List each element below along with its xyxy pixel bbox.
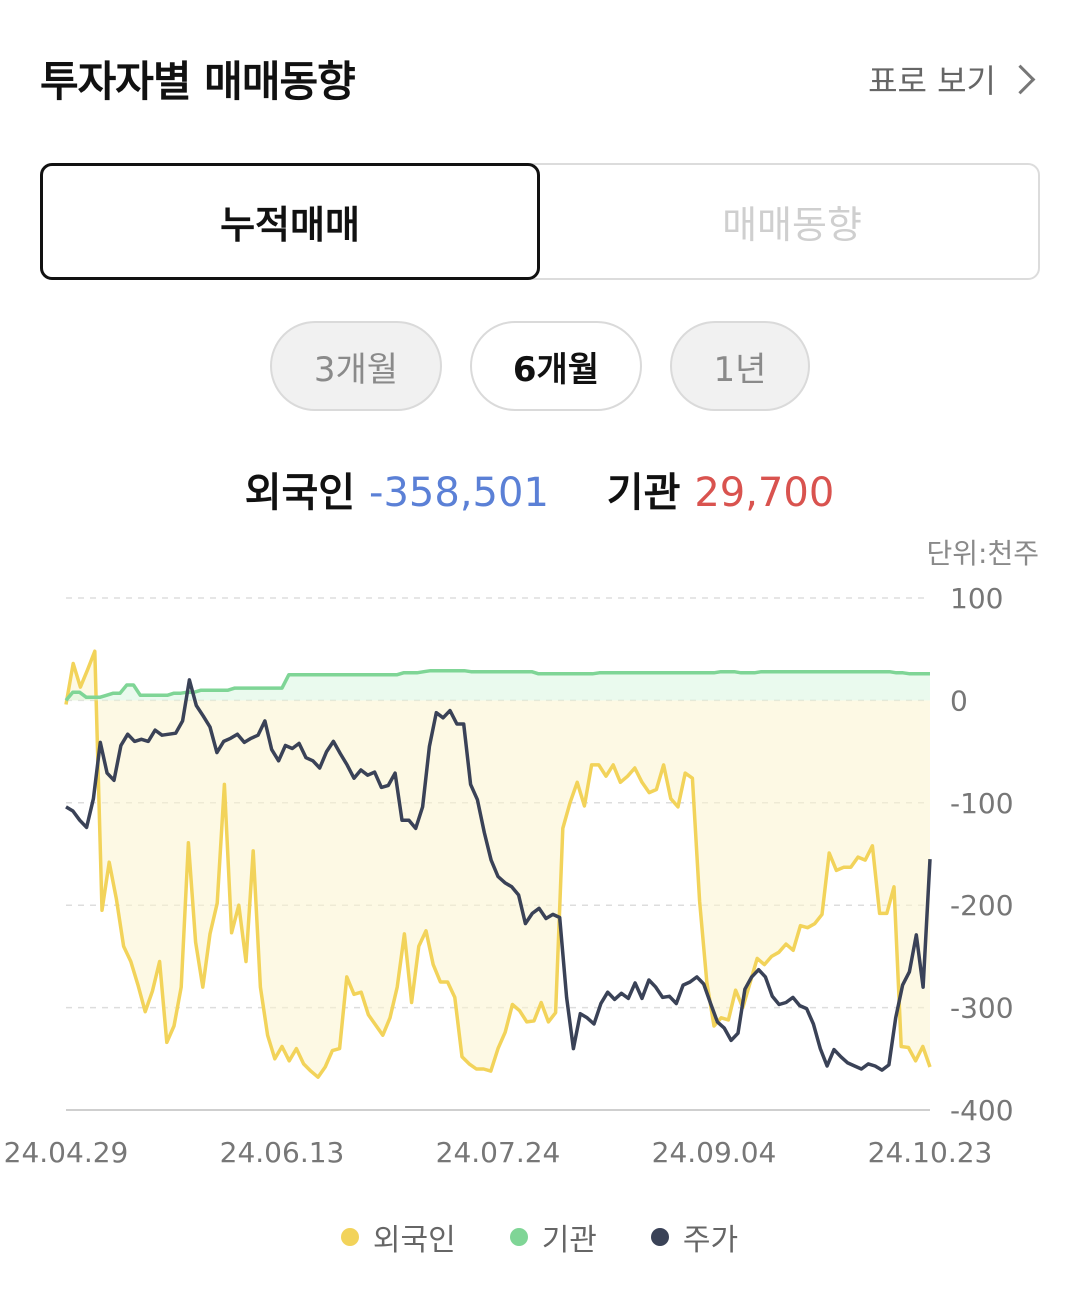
chart-legend: 외국인 기관 주가 (0, 1215, 1079, 1259)
y-tick-label: -300 (950, 992, 1014, 1025)
net-summary: 외국인 -358,501 기관 29,700 (0, 460, 1079, 518)
period-6m-button[interactable]: 6개월 (470, 321, 642, 411)
x-tick-label: 24.06.13 (220, 1136, 345, 1169)
legend-institution: 기관 (509, 1215, 597, 1259)
unit-label: 단위:천주 (926, 537, 1039, 570)
legend-institution-swatch (509, 1228, 528, 1246)
institution-label: 기관 (606, 470, 681, 516)
y-tick-label: 100 (950, 582, 1003, 615)
series-price-line (65, 678, 932, 1072)
header: 투자자별 매매동향 표로 보기 (40, 48, 1039, 108)
investor-trend-chart: 100 0 -100 -200 -300 -400 24.04.29 24.06.13 24.0… (4, 582, 1014, 1169)
period-1y-button[interactable]: 1년 (670, 321, 810, 411)
foreign-value: -358,501 (369, 470, 549, 516)
view-table-link[interactable]: 표로 보기 (868, 56, 1039, 102)
legend-price-swatch (650, 1228, 669, 1246)
tab-trend[interactable]: 매매동향 (722, 203, 862, 247)
series-foreign-line (64, 649, 932, 1079)
foreign-label: 외국인 (244, 470, 356, 516)
x-tick-label: 24.10.23 (868, 1136, 993, 1169)
period-3m-button[interactable]: 3개월 (270, 321, 442, 411)
view-toggle: 누적매매 매매동향 (40, 163, 1040, 280)
series-foreign-area (66, 651, 930, 1078)
page-title: 투자자별 매매동향 (40, 57, 356, 106)
legend-price: 주가 (650, 1215, 739, 1259)
series-institution-area (66, 670, 930, 701)
x-tick-label: 24.07.24 (436, 1136, 561, 1169)
y-tick-label: -400 (950, 1094, 1014, 1127)
chevron-right-icon (1005, 64, 1036, 94)
y-tick-label: 0 (950, 684, 968, 717)
series-institution-line (64, 668, 930, 702)
legend-institution-label: 기관 (541, 1223, 597, 1258)
institution-value: 29,700 (694, 470, 835, 516)
tab-cumulative[interactable]: 누적매매 (40, 163, 540, 280)
legend-foreign: 외국인 (340, 1215, 456, 1259)
y-tick-label: -200 (950, 889, 1014, 922)
y-tick-label: -100 (950, 787, 1014, 820)
legend-foreign-label: 외국인 (372, 1223, 456, 1258)
x-tick-label: 24.04.29 (4, 1136, 129, 1169)
x-tick-label: 24.09.04 (652, 1136, 777, 1169)
legend-price-label: 주가 (682, 1223, 739, 1258)
legend-foreign-swatch (340, 1228, 359, 1246)
view-table-label: 표로 보기 (868, 62, 996, 100)
